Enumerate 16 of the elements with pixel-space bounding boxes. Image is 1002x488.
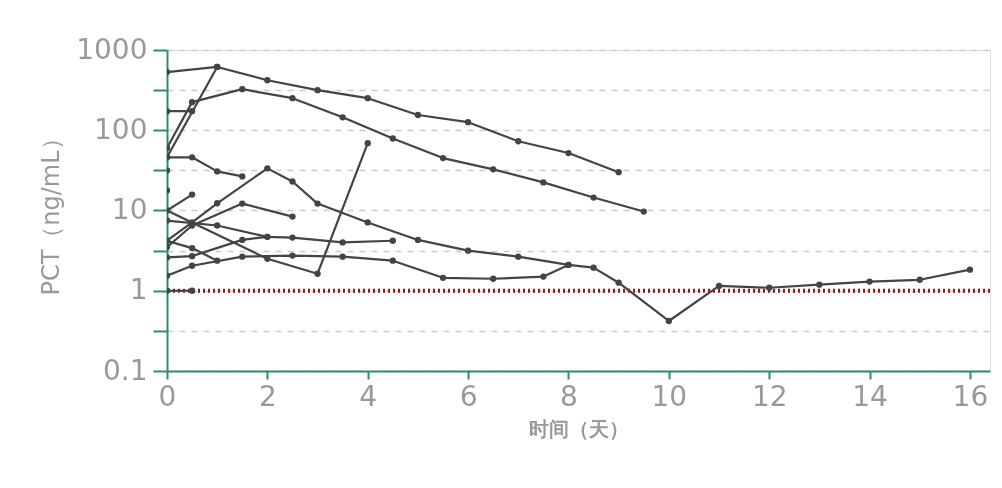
x-tick-label: 8 — [560, 379, 578, 413]
y-axis-title: PCT（ng/mL） — [37, 126, 66, 296]
y-tick-label: 100 — [94, 112, 148, 146]
x-tick-label: 6 — [459, 379, 478, 413]
x-axis-title: 时间（天） — [529, 416, 629, 441]
x-tick-label: 4 — [359, 379, 378, 413]
x-tick-label: 14 — [852, 379, 888, 413]
x-tick-label: 16 — [952, 379, 989, 413]
y-tick-label: 0.1 — [102, 353, 148, 387]
y-tick-label: 1 — [129, 273, 148, 307]
x-tick-label: 10 — [651, 379, 688, 413]
x-tick-label: 12 — [751, 379, 788, 413]
x-tick-label: 0 — [158, 379, 177, 413]
y-tick-label: 1000 — [76, 32, 148, 66]
y-tick-label: 10 — [111, 193, 148, 226]
x-tick-label: 2 — [258, 379, 277, 413]
